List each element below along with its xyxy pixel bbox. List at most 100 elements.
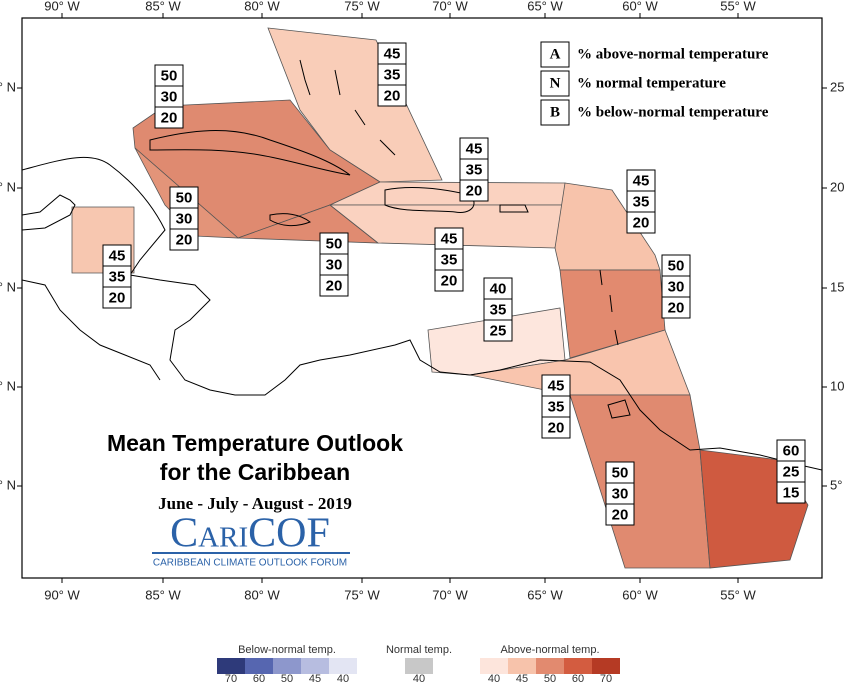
prob-below: 20 bbox=[109, 289, 126, 306]
legend-swatch bbox=[564, 658, 592, 674]
lat-label-right: 25° N bbox=[830, 79, 845, 94]
legend-swatch bbox=[405, 658, 433, 674]
prob-below: 20 bbox=[326, 277, 343, 294]
prob-below: 20 bbox=[633, 214, 650, 231]
key-letter-box bbox=[540, 70, 570, 97]
prob-normal: 35 bbox=[109, 268, 126, 285]
key-letter-box bbox=[540, 99, 570, 126]
lon-label-bottom: 70° W bbox=[432, 587, 468, 602]
lat-label-left: 20° N bbox=[0, 179, 16, 194]
legend-title: Normal temp. bbox=[386, 644, 452, 656]
legend-label: 40 bbox=[413, 673, 425, 684]
prob-normal: 25 bbox=[783, 463, 800, 480]
key-frame bbox=[536, 37, 808, 131]
key-letter: B bbox=[550, 104, 560, 120]
prob-cell bbox=[776, 481, 806, 504]
lat-label-left: 10° N bbox=[0, 378, 16, 393]
legend-swatch bbox=[508, 658, 536, 674]
prob-normal: 35 bbox=[633, 193, 650, 210]
legend-swatch bbox=[301, 658, 329, 674]
prob-normal: 35 bbox=[466, 161, 483, 178]
lon-label-top: 70° W bbox=[432, 0, 468, 13]
lat-label-left: 15° N bbox=[0, 279, 16, 294]
lon-label-top: 75° W bbox=[344, 0, 380, 13]
prob-normal: 30 bbox=[668, 278, 685, 295]
prob-cell bbox=[483, 319, 513, 342]
prob-above: 50 bbox=[176, 189, 193, 206]
lat-label-right: 10° N bbox=[830, 378, 845, 393]
key-letter-box bbox=[540, 41, 570, 68]
prob-above: 45 bbox=[384, 45, 401, 62]
key-text: % above-normal temperature bbox=[577, 46, 769, 62]
lon-label-bottom: 65° W bbox=[527, 587, 563, 602]
prob-cell bbox=[102, 286, 132, 309]
lon-label-bottom: 60° W bbox=[622, 587, 658, 602]
lon-label-bottom: 55° W bbox=[720, 587, 756, 602]
legend-label: 45 bbox=[309, 673, 321, 684]
lon-label-bottom: 75° W bbox=[344, 587, 380, 602]
lat-label-right: 15° N bbox=[830, 279, 845, 294]
legend-label: 40 bbox=[337, 673, 349, 684]
legend-label: 70 bbox=[225, 673, 237, 684]
prob-cell bbox=[154, 106, 184, 129]
legend-label: 60 bbox=[253, 673, 265, 684]
prob-above: 45 bbox=[441, 230, 458, 247]
prob-above: 50 bbox=[326, 235, 343, 252]
prob-above: 45 bbox=[109, 247, 126, 264]
map-frame bbox=[21, 17, 823, 579]
lon-label-top: 80° W bbox=[244, 0, 280, 13]
prob-below: 25 bbox=[490, 322, 507, 339]
lat-label-right: 20° N bbox=[830, 179, 845, 194]
prob-cell bbox=[661, 296, 691, 319]
key-letter: N bbox=[550, 75, 561, 91]
prob-below: 20 bbox=[176, 231, 193, 248]
prob-normal: 35 bbox=[548, 398, 565, 415]
legend-swatch bbox=[245, 658, 273, 674]
key-text: % below-normal temperature bbox=[577, 104, 769, 120]
legend-swatch bbox=[217, 658, 245, 674]
lat-label-left: 25° N bbox=[0, 79, 16, 94]
prob-below: 20 bbox=[441, 272, 458, 289]
prob-below: 20 bbox=[161, 109, 178, 126]
prob-normal: 30 bbox=[176, 210, 193, 227]
legend-label: 60 bbox=[572, 673, 584, 684]
prob-cell bbox=[319, 274, 349, 297]
legend-swatch bbox=[536, 658, 564, 674]
legend-label: 45 bbox=[516, 673, 528, 684]
prob-below: 20 bbox=[548, 419, 565, 436]
legend-label: 50 bbox=[544, 673, 556, 684]
prob-below: 20 bbox=[466, 182, 483, 199]
lon-label-top: 90° W bbox=[44, 0, 80, 13]
key-letter: A bbox=[550, 46, 561, 62]
legend-swatch bbox=[480, 658, 508, 674]
prob-below: 20 bbox=[384, 87, 401, 104]
prob-normal: 30 bbox=[326, 256, 343, 273]
prob-cell bbox=[459, 179, 489, 202]
legend-swatch bbox=[273, 658, 301, 674]
lon-label-bottom: 80° W bbox=[244, 587, 280, 602]
coastlines bbox=[22, 59, 822, 471]
key-text: % normal temperature bbox=[577, 75, 726, 91]
prob-cell bbox=[434, 269, 464, 292]
prob-normal: 35 bbox=[490, 301, 507, 318]
probability-boxes: 45 35 20 50 30 20 50 30 20 50 30 20 45 35 20 45 35 20 45 35… bbox=[102, 42, 806, 526]
prob-normal: 30 bbox=[161, 88, 178, 105]
lat-label-right: 5° N bbox=[830, 477, 845, 492]
lon-label-top: 55° W bbox=[720, 0, 756, 13]
legend-label: 50 bbox=[281, 673, 293, 684]
legend-label: 70 bbox=[600, 673, 612, 684]
period: June - July - August - 2019 bbox=[158, 494, 352, 513]
prob-cell bbox=[605, 503, 635, 526]
prob-below: 20 bbox=[612, 506, 629, 523]
legend-swatch bbox=[329, 658, 357, 674]
subtitle: for the Caribbean bbox=[160, 459, 350, 485]
lon-label-top: 60° W bbox=[622, 0, 658, 13]
prob-above: 40 bbox=[490, 280, 507, 297]
prob-above: 45 bbox=[548, 377, 565, 394]
lon-label-top: 65° W bbox=[527, 0, 563, 13]
lon-label-top: 85° W bbox=[145, 0, 181, 13]
prob-normal: 35 bbox=[441, 251, 458, 268]
lon-label-bottom: 90° W bbox=[44, 587, 80, 602]
